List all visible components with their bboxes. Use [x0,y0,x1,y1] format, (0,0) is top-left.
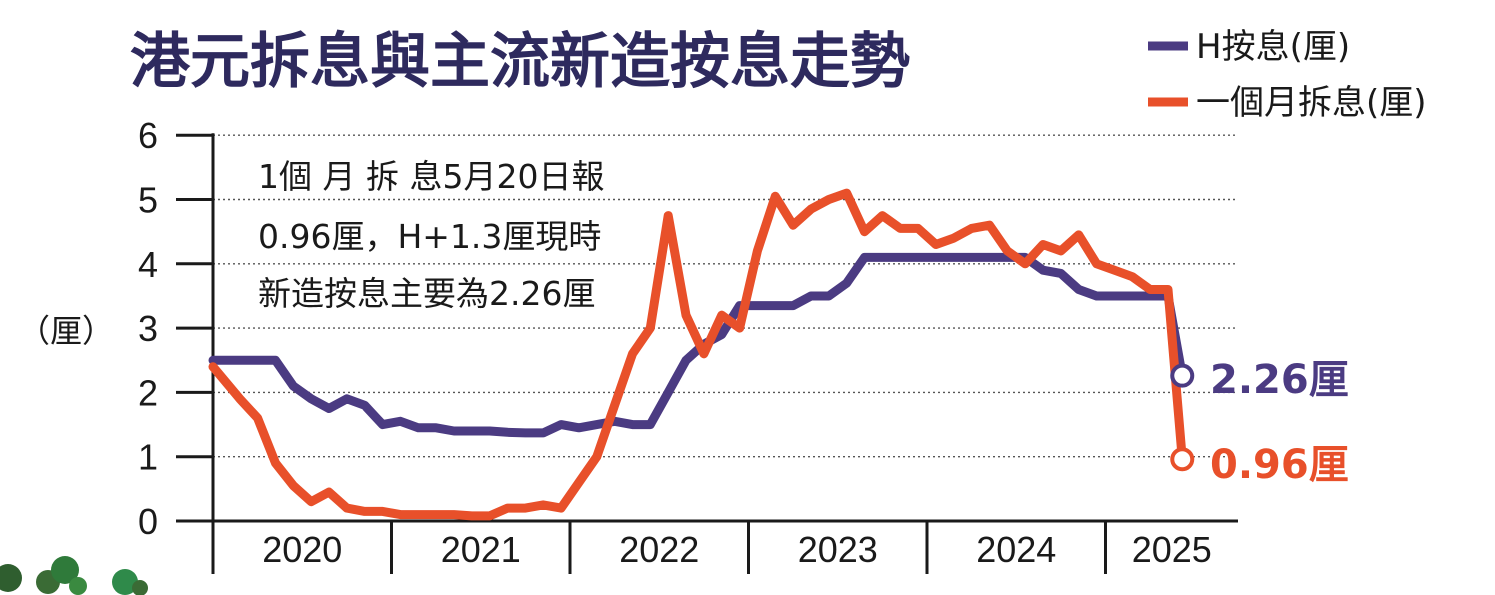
y-axis: 0 1 2 3 4 5 6 [138,115,215,574]
annotation-line-1: 1個 月 拆 息5月20日報 [258,157,604,196]
y-tick-label: 3 [138,308,158,349]
x-tick-label: 2021 [441,529,521,570]
y-tick-label: 2 [138,372,158,413]
legend: H按息(厘) 一個月拆息(厘) [1148,27,1427,123]
chart-title: 港元拆息與主流新造按息走勢 [130,27,910,97]
end-label-h-rate: 2.26厘 [1210,357,1349,403]
x-axis: 2020 2021 2022 2023 2024 2025 [176,519,1238,574]
x-tick-label: 2023 [798,529,878,570]
y-tick-label: 1 [138,437,158,478]
tree-icon [51,556,79,584]
series-end-marker-hibor [1170,447,1195,472]
gridlines [213,134,1238,458]
x-tick-label: 2025 [1132,529,1212,570]
decorative-trees [0,556,148,595]
annotation-line-3: 新造按息主要為2.26厘 [258,274,595,313]
legend-label-hibor: 一個月拆息(厘) [1196,83,1427,123]
annotation-line-2: 0.96厘，H+1.3厘現時 [258,217,601,256]
x-tick-label: 2024 [976,529,1056,570]
tree-icon [132,580,148,595]
series-line-hibor [208,188,1187,521]
series-end-marker-h-rate [1170,363,1195,388]
y-tick-label: 4 [138,244,158,285]
legend-label-h-rate: H按息(厘) [1196,27,1350,67]
y-tick-label: 0 [138,501,158,542]
annotation: 1個 月 拆 息5月20日報 0.96厘，H+1.3厘現時 新造按息主要為2.2… [258,157,604,313]
tree-icon [69,577,87,595]
tree-icon [112,569,138,595]
y-tick-label: 5 [138,180,158,221]
y-tick-label: 6 [138,115,158,156]
tree-icon [0,564,22,592]
y-axis-label: （厘） [18,313,114,349]
x-tick-label: 2020 [262,529,342,570]
end-label-hibor: 0.96厘 [1210,442,1349,488]
x-tick-label: 2022 [619,529,699,570]
series-layer [208,188,1195,521]
